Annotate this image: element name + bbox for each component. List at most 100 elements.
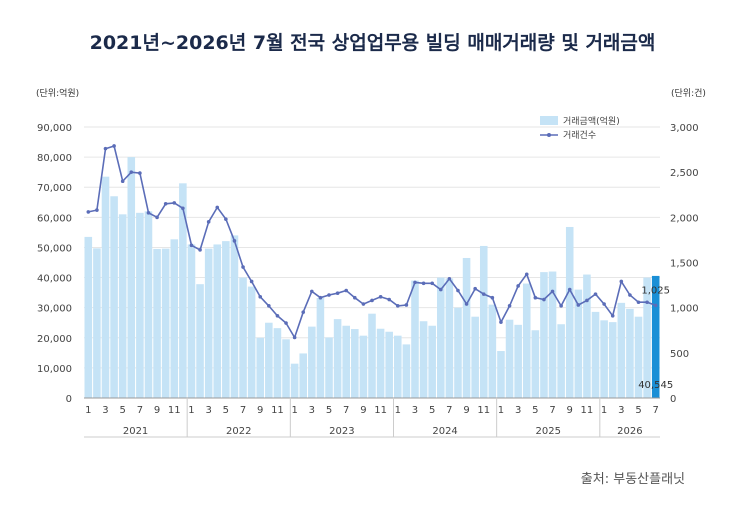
y-right-tick-label: 2,000 [670,213,699,224]
year-label: 2022 [226,426,251,437]
line-point [215,205,220,210]
y-right-tick-label: 1,500 [670,259,699,270]
line-point [267,304,271,308]
line-point [516,284,520,288]
y-right-tick-label: 500 [670,349,689,360]
bar [265,322,273,398]
line-point [628,293,632,297]
line-point [610,313,615,318]
y-left-tick-label: 70,000 [37,183,72,194]
x-tick-label: 1 [498,405,504,416]
x-tick-label: 3 [618,405,624,416]
bar [445,278,454,398]
line-point [155,215,159,220]
bar [325,337,333,398]
x-tick-label: 3 [309,405,315,416]
line-point [438,287,443,292]
bar [316,298,325,398]
year-label: 2024 [432,426,457,437]
bar [359,335,368,398]
source-note: 출처: 부동산플래닛 [580,472,685,487]
line-point [189,243,194,248]
x-tick-label: 7 [137,405,143,416]
line-point [567,287,572,292]
bar [247,286,256,398]
bar [153,248,161,398]
x-tick-label: 3 [205,405,211,416]
line-point [576,303,581,307]
bar [626,308,634,398]
year-label: 2025 [536,426,561,437]
y-left-tick-label: 10,000 [37,364,72,375]
bar [179,183,187,398]
bar [385,331,393,398]
x-tick-label: 5 [532,405,538,416]
bar [213,244,222,398]
x-tick-label: 9 [360,405,366,416]
line-point [550,289,555,294]
line-point [112,144,116,148]
bar [342,325,350,398]
line-point [585,298,589,303]
bar [548,271,557,398]
line-point [249,279,254,284]
x-tick-label: 11 [168,405,181,416]
x-tick-label: 5 [119,405,125,416]
bar [170,239,179,398]
bar [505,319,514,398]
bar [127,157,136,398]
x-tick-label: 1 [85,405,91,416]
bar [488,304,497,398]
bar [471,316,479,398]
x-tick-label: 11 [271,405,284,416]
bar [419,321,428,398]
line-point [430,281,434,286]
line-point [335,291,340,296]
x-tick-label: 5 [326,405,332,416]
bar [368,313,376,398]
line-point [524,272,529,277]
bar [479,245,488,398]
bar [230,235,239,398]
bar [333,319,342,398]
y-left-tick-label: 50,000 [37,243,72,254]
line-point [120,179,125,183]
bar [204,248,213,398]
line-point [138,171,142,175]
bar [299,353,308,398]
y-right-tick-label: 0 [670,394,676,405]
line-data-label: 1,025 [641,285,670,296]
bar [290,363,299,398]
x-tick-label: 1 [395,405,401,416]
bar [454,307,462,398]
line-point [146,211,151,215]
y-right-tick-label: 1,000 [670,304,699,315]
x-tick-label: 7 [343,405,349,416]
line-point [387,297,391,302]
x-tick-label: 9 [154,405,160,416]
line-point [258,295,263,299]
line-point [378,295,383,299]
bar [222,241,230,398]
line-point [473,286,477,291]
x-tick-label: 7 [240,405,246,416]
legend-line-marker [547,133,551,137]
x-tick-label: 7 [653,405,659,416]
x-tick-label: 11 [374,405,387,416]
x-tick-label: 5 [635,405,641,416]
x-tick-label: 3 [412,405,418,416]
bar [144,211,153,398]
right-axis-unit: (단위:건) [671,89,706,99]
line-point [490,295,495,300]
year-label: 2023 [329,426,354,437]
bar [591,311,600,398]
x-tick-label: 7 [549,405,555,416]
x-tick-label: 7 [446,405,452,416]
bar [411,280,419,398]
bar [101,176,110,398]
bar [583,274,591,398]
line-point [95,208,99,212]
x-tick-label: 3 [102,405,108,416]
y-left-tick-label: 30,000 [37,304,72,315]
